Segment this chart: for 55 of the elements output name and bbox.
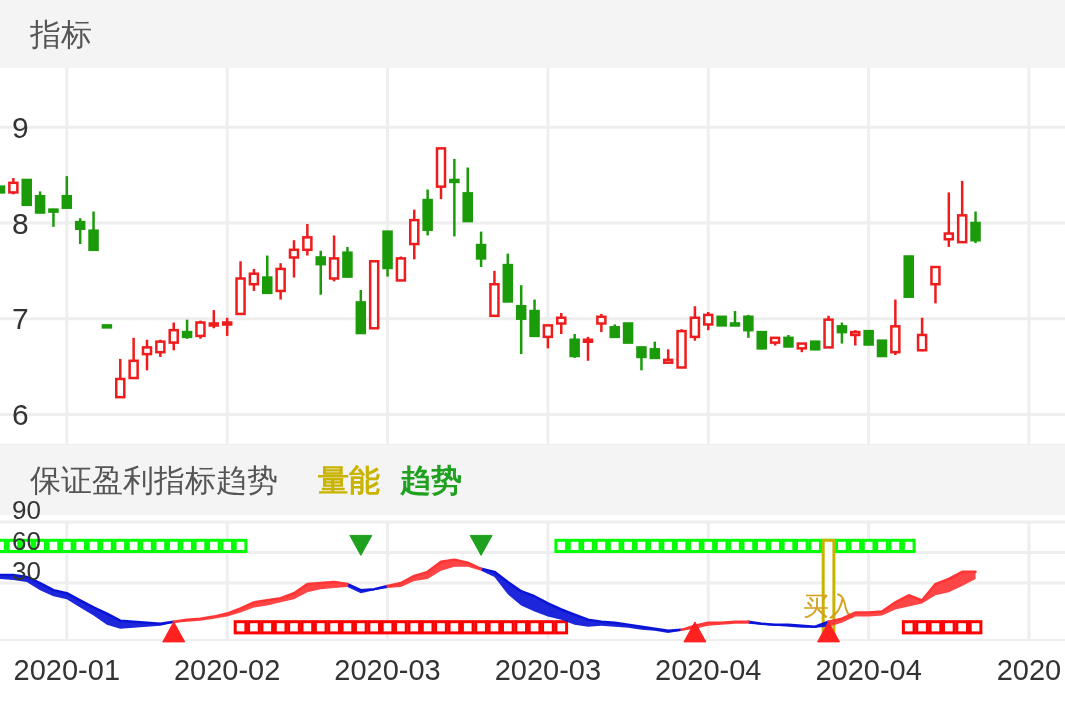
candlestick xyxy=(141,338,153,372)
candlestick xyxy=(328,234,340,283)
candlestick xyxy=(115,357,126,399)
candlestick xyxy=(636,346,647,372)
y-tick-label: 9 xyxy=(12,110,29,144)
candlestick xyxy=(836,321,848,345)
candlestick xyxy=(743,313,754,340)
y-tick-label: 7 xyxy=(12,302,29,336)
candlestick xyxy=(916,316,928,353)
x-tick-label: 2020-04 xyxy=(655,654,762,686)
candlestick xyxy=(542,324,554,350)
candlestick xyxy=(515,283,527,356)
y-tick-label: 90 xyxy=(12,495,41,525)
candlestick xyxy=(262,254,273,296)
candlestick xyxy=(622,322,634,344)
y-tick-label: 8 xyxy=(12,206,29,240)
candlestick xyxy=(168,321,179,352)
candlestick xyxy=(181,318,193,341)
candlestick xyxy=(930,265,941,305)
candlestick xyxy=(275,261,286,301)
candlestick xyxy=(475,230,487,269)
candlestick xyxy=(582,335,594,363)
x-tick-label: 2020-03 xyxy=(494,654,602,686)
candlestick xyxy=(596,312,607,334)
candlestick xyxy=(689,305,701,342)
candlestick xyxy=(248,267,260,293)
candlestick xyxy=(34,190,46,215)
x-tick-label: 2020 xyxy=(996,654,1062,686)
candlestick xyxy=(342,245,353,279)
candlestick xyxy=(315,249,326,297)
candlestick xyxy=(88,210,99,253)
x-tick-label: 2020-02 xyxy=(173,654,281,686)
y-tick-label: 6 xyxy=(12,397,29,431)
candlestick xyxy=(556,311,567,336)
candlestick xyxy=(61,174,73,209)
candlestick xyxy=(221,316,233,338)
candlestick xyxy=(409,208,420,261)
x-tick-label: 2020-04 xyxy=(815,654,922,686)
text: 量能 xyxy=(318,463,380,498)
candlestick xyxy=(302,222,313,257)
candlestick xyxy=(449,157,460,238)
chart-title: 指标 xyxy=(29,17,92,52)
x-tick-label: 2020-03 xyxy=(334,654,441,686)
candlestick xyxy=(569,332,580,360)
series-label: 趋势 xyxy=(399,463,462,498)
candlestick xyxy=(288,238,300,279)
chart-title: 保证盈利指标趋势 xyxy=(30,463,278,498)
candlestick xyxy=(703,310,714,332)
x-tick-label: 2020-01 xyxy=(13,654,121,686)
candlestick xyxy=(208,308,220,330)
candlestick xyxy=(943,191,955,249)
candlestick xyxy=(128,336,139,380)
candlestick xyxy=(74,216,86,246)
candlestick xyxy=(48,207,59,229)
candlestick xyxy=(970,210,981,245)
